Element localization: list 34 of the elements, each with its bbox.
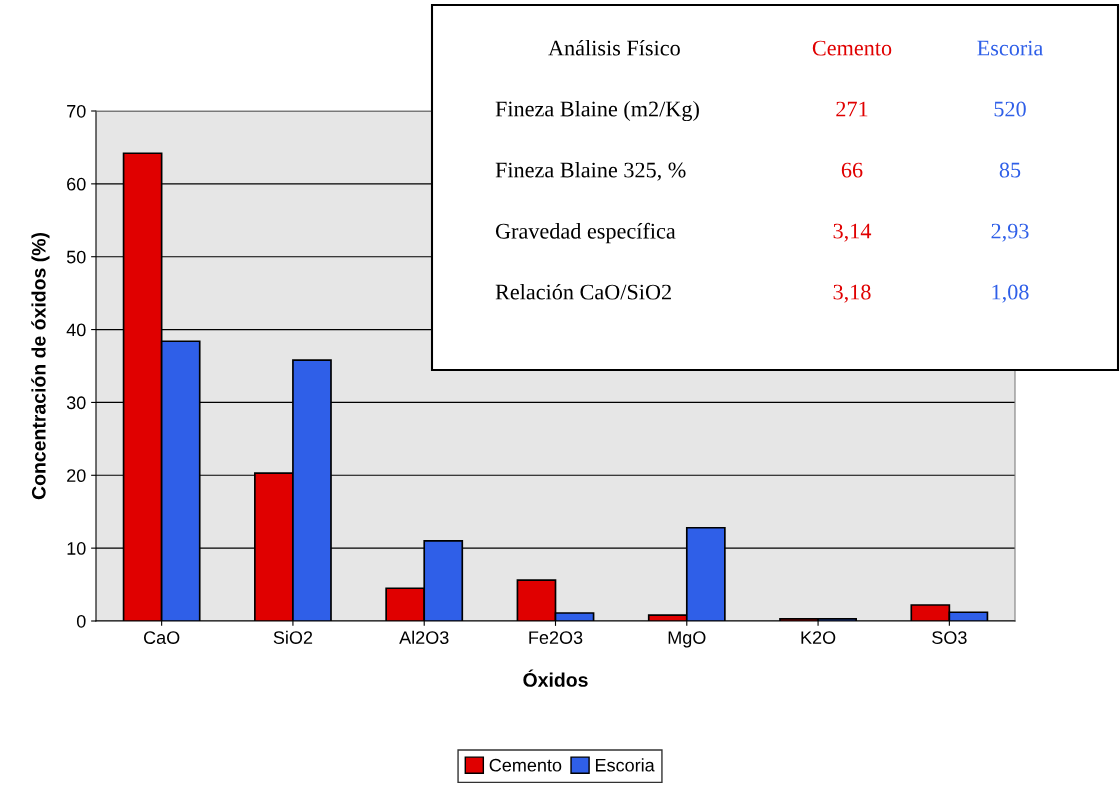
y-tick-label: 20 (67, 469, 86, 483)
y-tick-label: 30 (66, 396, 86, 410)
text: Cemento (812, 40, 892, 56)
annotation: 3,18 (833, 284, 871, 303)
y-tick-label: 50 (66, 250, 86, 264)
annotation: 1,08 (992, 284, 1029, 303)
annotation: 3,14 (833, 223, 872, 242)
annotation: 66 (841, 162, 863, 178)
legend-label: Cemento (489, 758, 562, 772)
x-tick-label: MgO (668, 631, 706, 648)
annotation: 520 (994, 101, 1026, 117)
y-tick-label: 70 (67, 104, 86, 118)
y-tick-label: 40 (66, 323, 86, 337)
x-tick-label: K2O (801, 631, 836, 644)
x-tick-label: SiO2 (273, 630, 313, 644)
annotation: Gravedad específica (495, 222, 676, 244)
y-tick-label: 60 (67, 177, 86, 191)
x-tick-label: Al2O3 (399, 630, 449, 644)
x-tick-label: CaO (144, 631, 180, 644)
annotation: Relación CaO/SiO2 (495, 283, 671, 300)
y-tick-label: 10 (67, 542, 86, 555)
annotation: 2,93 (991, 223, 1029, 242)
text: Análisis Físico (548, 39, 680, 56)
y-axis-title: Concentración de óxidos (%) (31, 232, 50, 500)
annotation: 271 (836, 101, 868, 117)
legend-label: Escoria (595, 758, 655, 772)
x-axis-title: Óxidos (523, 669, 588, 687)
annotation: 85 (999, 162, 1021, 178)
x-tick-label: SO3 (932, 631, 967, 644)
text: Escoria (977, 40, 1044, 56)
x-tick-label: Fe2O3 (529, 631, 583, 644)
annotation: Fineza Blaine 325, % (495, 161, 686, 181)
y-tick-label: 0 (76, 614, 86, 628)
annotation: Fineza Blaine (m2/Kg) (495, 100, 699, 122)
